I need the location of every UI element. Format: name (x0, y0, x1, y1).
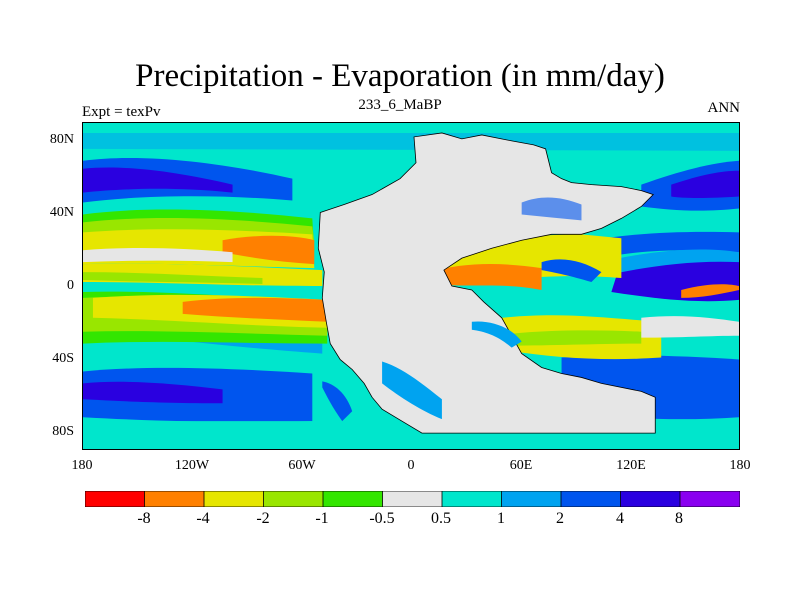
y-tick-label: 80N (49, 132, 74, 147)
y-tick-label: 0 (67, 278, 74, 293)
y-tick-label: 80S (52, 424, 74, 439)
color-bin (442, 491, 502, 507)
color-bin (680, 491, 740, 507)
y-tick-label: 40N (49, 205, 74, 220)
experiment-label: Expt = texPv (82, 104, 161, 120)
color-bin (204, 491, 264, 507)
x-tick-label: 60E (509, 458, 533, 473)
color-bin (144, 491, 204, 507)
color-bin (501, 491, 561, 507)
legend-label: 2 (556, 510, 564, 527)
x-tick-label: 180 (729, 458, 751, 473)
legend-label: -4 (196, 510, 210, 527)
legend-label: 8 (675, 510, 683, 527)
x-tick-label: 0 (407, 458, 415, 473)
x-tick-label: 120E (616, 458, 646, 473)
legend-label: 4 (616, 510, 624, 527)
color-bin (620, 491, 680, 507)
color-bin (382, 491, 442, 507)
legend-label: -8 (137, 510, 151, 527)
x-tick-label: 120W (174, 458, 210, 473)
season-label: ANN (707, 100, 741, 116)
color-bin (561, 491, 621, 507)
precip-evap-map (82, 122, 740, 450)
legend-label: -0.5 (369, 510, 395, 527)
plot-subtitle: 233_6_MaBP (358, 97, 442, 113)
x-tick-label: 180 (71, 458, 93, 473)
color-bin (85, 491, 145, 507)
legend-label: -1 (315, 510, 329, 527)
legend-label: -2 (256, 510, 270, 527)
legend-label: 0.5 (431, 510, 451, 527)
x-tick-label: 60W (288, 458, 316, 473)
color-bin (263, 491, 323, 507)
plot-title: Precipitation - Evaporation (in mm/day) (135, 58, 665, 94)
y-tick-label: 40S (52, 351, 74, 366)
color-legend (85, 491, 740, 507)
color-bin (323, 491, 383, 507)
legend-label: 1 (497, 510, 505, 527)
